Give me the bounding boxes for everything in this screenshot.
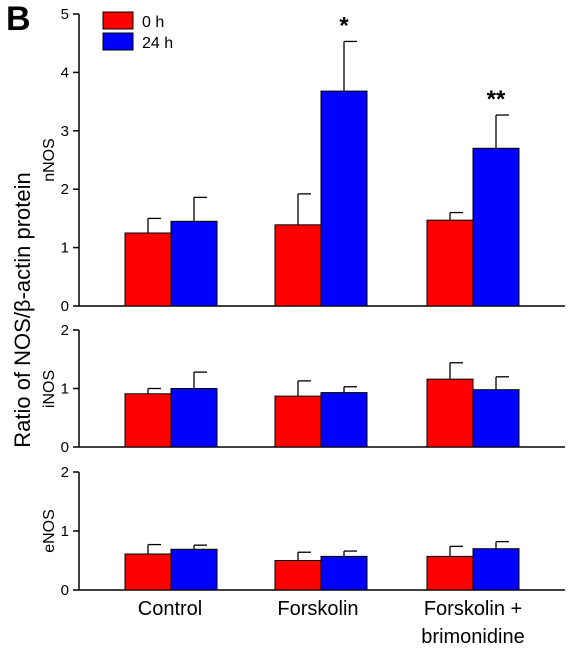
bar-0h-forskolin-brimonidine bbox=[426, 378, 474, 448]
bar-0h-control bbox=[124, 393, 172, 448]
y-tick-label: 1 bbox=[61, 381, 69, 398]
category-label-control: Control bbox=[138, 598, 202, 620]
legend: 0 h 24 h bbox=[102, 11, 173, 52]
category-label-forskolin: Forskolin bbox=[277, 598, 358, 620]
bar-24h-control bbox=[170, 220, 218, 307]
y-tick-label: 5 bbox=[61, 6, 69, 23]
bar-0h-forskolin bbox=[274, 560, 322, 591]
legend-swatch-24h bbox=[102, 32, 134, 51]
y-tick-label: 0 bbox=[61, 439, 69, 456]
bar-24h-forskolin bbox=[320, 555, 368, 591]
bar-24h-forskolin bbox=[320, 90, 368, 307]
legend-label-0h: 0 h bbox=[142, 14, 164, 31]
bar-24h-forskolin-brimonidine bbox=[472, 147, 520, 307]
bar-24h-control bbox=[170, 548, 218, 591]
category-label-forskolin-brimonidine-line2: brimonidine bbox=[421, 626, 524, 648]
panel-letter: B bbox=[6, 0, 31, 38]
y-tick-label: 0 bbox=[61, 298, 69, 315]
y-tick-label: 0 bbox=[61, 582, 69, 599]
y-tick-label: 2 bbox=[61, 464, 69, 481]
y-tick-label: 4 bbox=[61, 64, 69, 81]
panel-y-label: nNOS bbox=[41, 138, 58, 182]
panel-y-label: iNOS bbox=[41, 370, 58, 408]
significance-marker: * bbox=[339, 12, 349, 39]
bar-0h-control bbox=[124, 232, 172, 307]
panel-enos: 0 1 2 eNOS bbox=[41, 464, 565, 599]
legend-label-24h: 24 h bbox=[142, 35, 173, 52]
category-label-forskolin-brimonidine-line1: Forskolin + bbox=[424, 598, 522, 620]
shared-y-axis-label: Ratio of NOS/β-actin protein bbox=[10, 172, 35, 448]
bar-24h-forskolin-brimonidine bbox=[472, 389, 520, 448]
panel-y-label: eNOS bbox=[41, 509, 58, 553]
bar-0h-forskolin bbox=[274, 224, 322, 307]
y-tick-label: 2 bbox=[61, 181, 69, 198]
bar-0h-forskolin-brimonidine bbox=[426, 555, 474, 591]
y-tick-label: 2 bbox=[61, 322, 69, 339]
bar-24h-control bbox=[170, 388, 218, 448]
y-tick-label: 3 bbox=[61, 123, 69, 140]
bar-0h-control bbox=[124, 553, 172, 591]
x-category-labels: Control Forskolin Forskolin + brimonidin… bbox=[138, 598, 525, 648]
bar-24h-forskolin-brimonidine bbox=[472, 548, 520, 591]
y-tick-label: 1 bbox=[61, 523, 69, 540]
bar-0h-forskolin bbox=[274, 395, 322, 448]
bar-24h-forskolin bbox=[320, 392, 368, 448]
panel-inos: 0 1 2 iNOS bbox=[41, 322, 565, 456]
y-tick-label: 1 bbox=[61, 240, 69, 257]
bar-0h-forskolin-brimonidine bbox=[426, 219, 474, 307]
legend-swatch-0h bbox=[102, 11, 134, 30]
significance-marker: ** bbox=[487, 86, 506, 113]
